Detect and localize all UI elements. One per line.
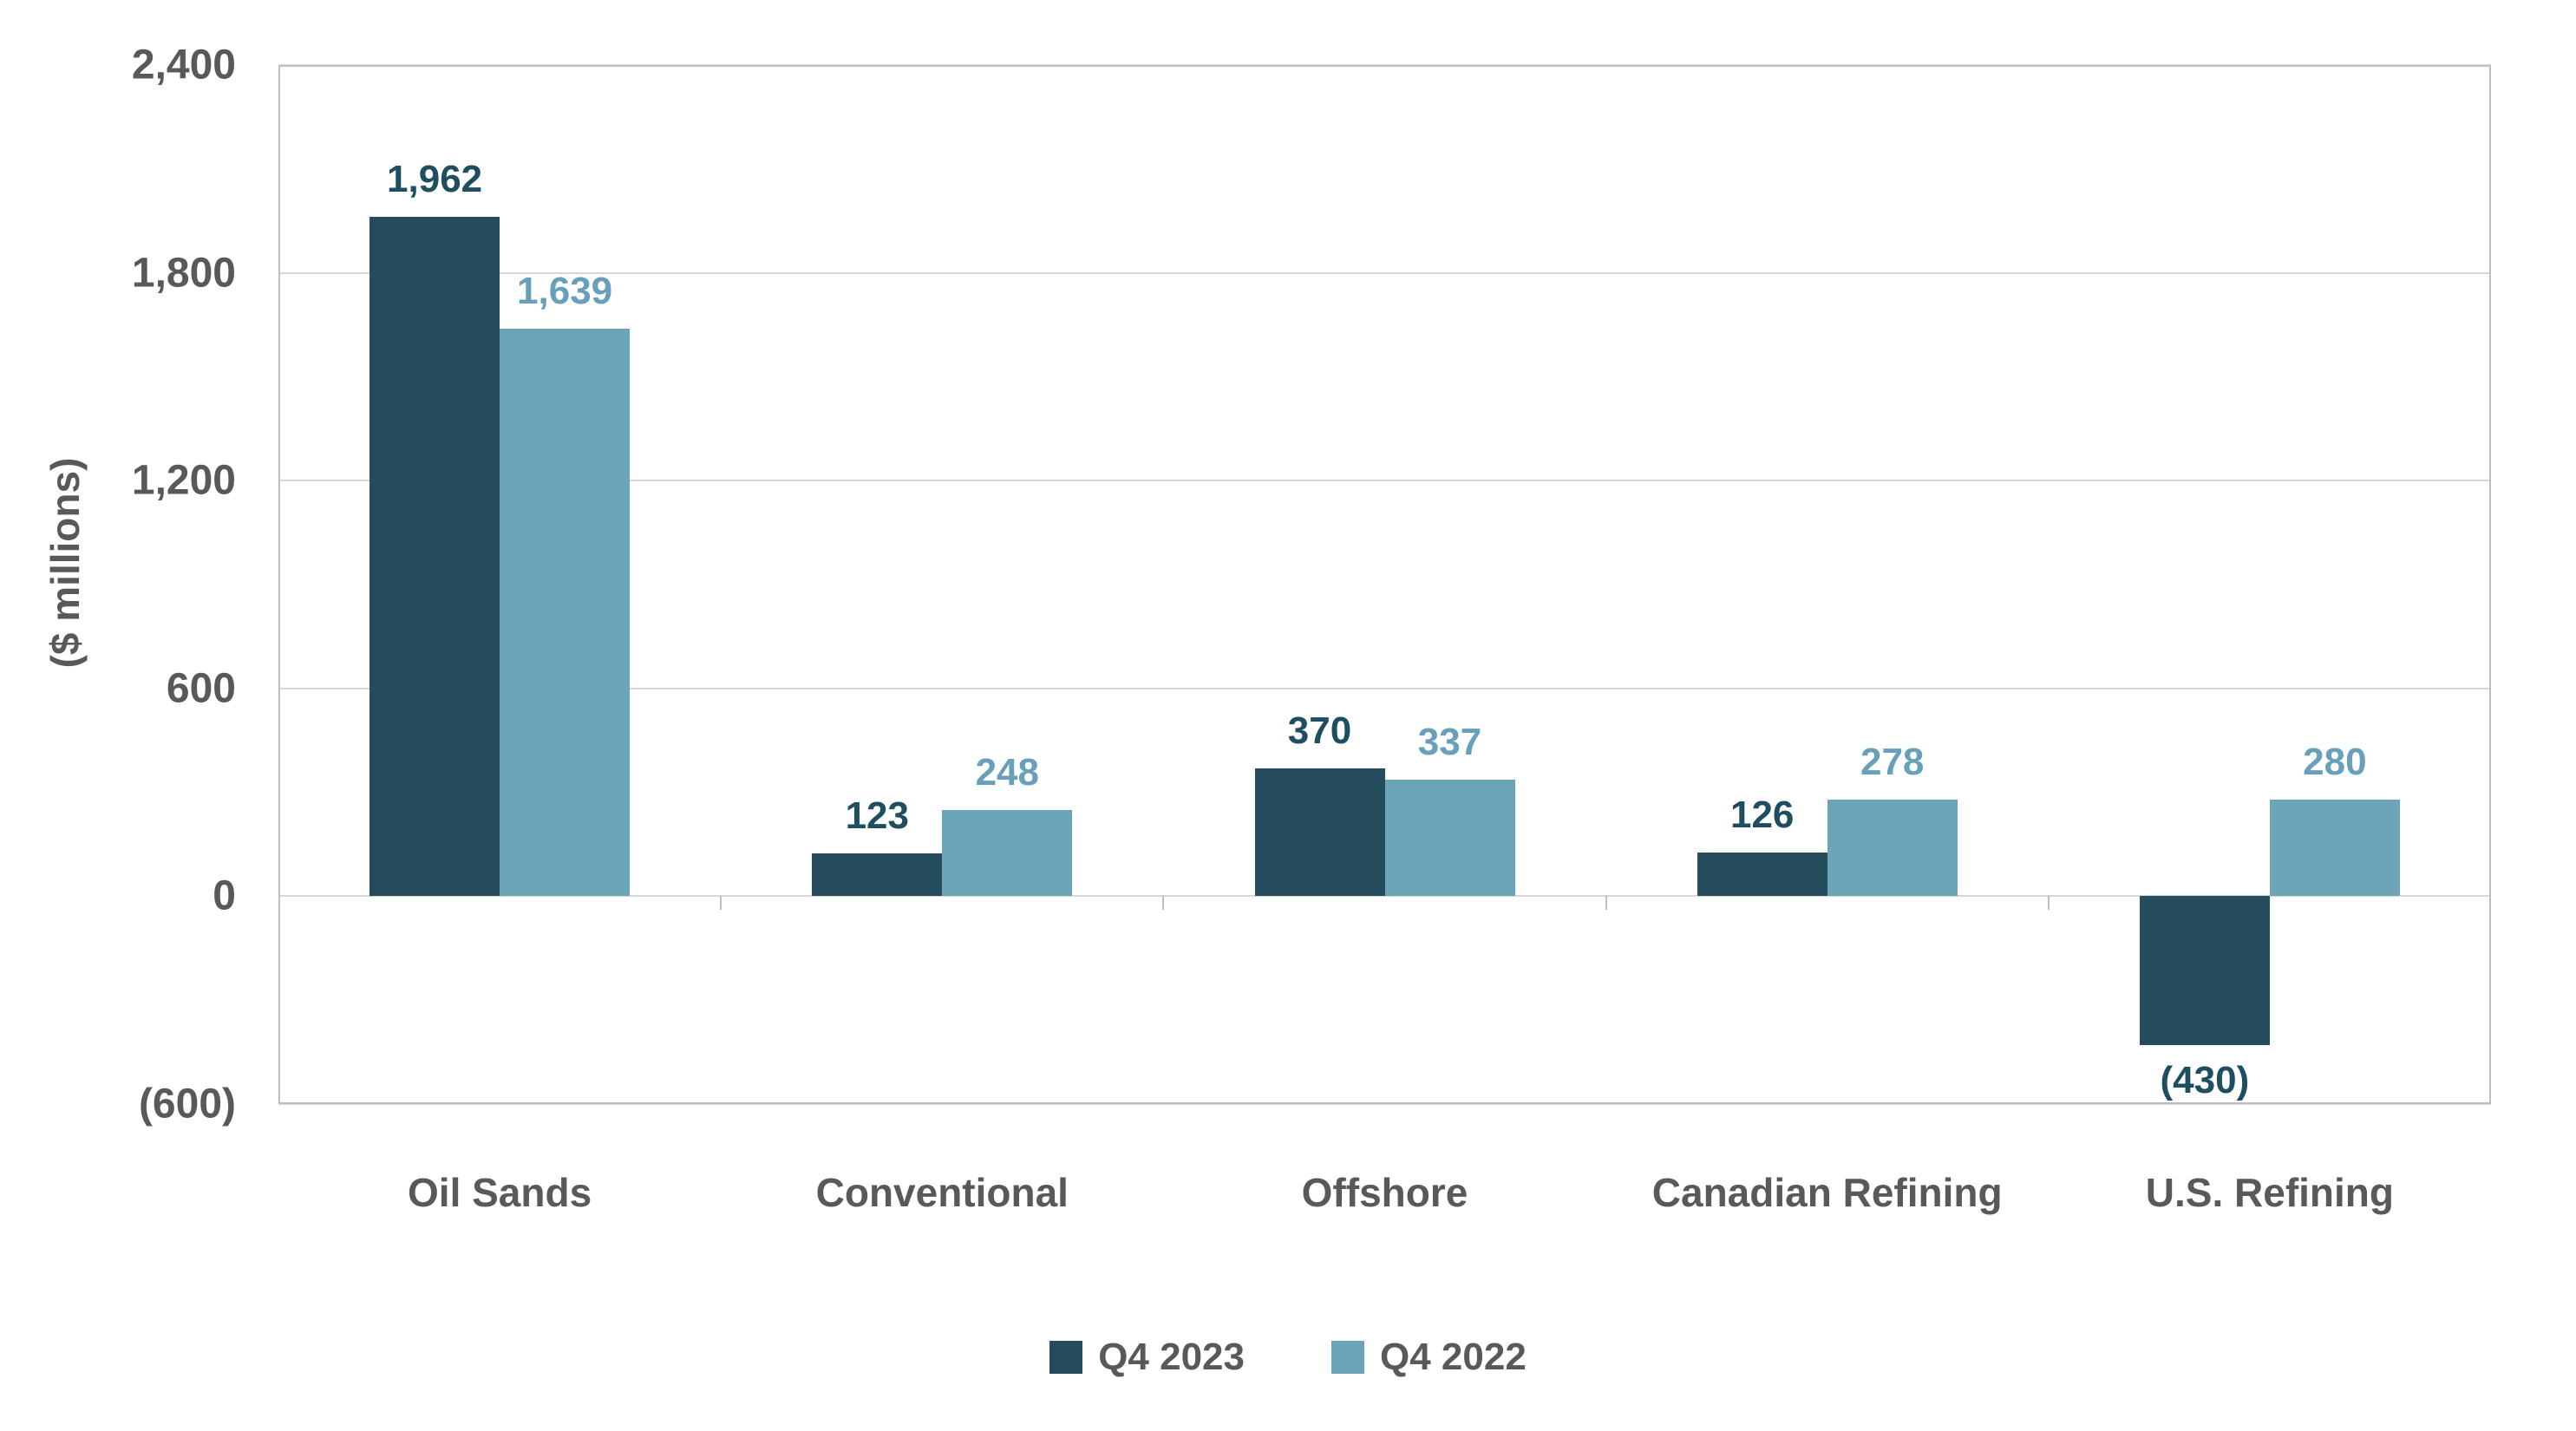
legend-label: Q4 2023 [1098, 1336, 1245, 1378]
bar-q4-2022-offshore [1384, 779, 1515, 897]
category-label-offshore: Offshore [1301, 1170, 1468, 1215]
category-axis-tick [720, 896, 722, 911]
legend: Q4 2023 Q4 2022 [0, 1336, 2576, 1379]
category-axis-tick [1162, 896, 1165, 911]
y-axis-tick-label: 0 [212, 872, 236, 919]
data-label-q4-2022-u-s-refining: 280 [2303, 740, 2367, 783]
y-axis-tick-label: 600 [166, 665, 236, 712]
gridline [278, 480, 2491, 482]
category-label-u-s-refining: U.S. Refining [2145, 1170, 2395, 1215]
gridline [278, 271, 2491, 274]
data-label-q4-2022-offshore: 337 [1417, 720, 1482, 763]
y-axis-tick-label: 1,200 [131, 457, 236, 504]
bar-q4-2023-canadian-refining [1697, 853, 1827, 897]
data-label-q4-2022-conventional: 248 [975, 751, 1040, 794]
legend-swatch-icon [1049, 1341, 1083, 1374]
data-label-q4-2022-oil-sands: 1,639 [517, 269, 613, 312]
category-label-canadian-refining: Canadian Refining [1651, 1170, 2003, 1215]
category-label-conventional: Conventional [815, 1170, 1069, 1215]
data-label-q4-2023-offshore: 370 [1287, 709, 1352, 752]
bar-q4-2022-conventional [942, 810, 1073, 897]
bar-q4-2022-canadian-refining [1827, 800, 1958, 897]
category-axis-tick [1605, 896, 1607, 911]
bar-q4-2023-offshore [1254, 768, 1385, 897]
bar-q4-2022-oil-sands [500, 328, 631, 897]
gridline [278, 895, 2491, 898]
gridline [278, 687, 2491, 689]
data-label-q4-2022-canadian-refining: 278 [1860, 741, 1925, 784]
legend-label: Q4 2022 [1380, 1336, 1527, 1378]
gridline [278, 1103, 2491, 1105]
y-axis-tick-label: 2,400 [131, 42, 236, 88]
bar-q4-2022-u-s-refining [2269, 799, 2400, 897]
bar-q4-2023-conventional [812, 853, 943, 897]
data-label-q4-2023-conventional: 123 [845, 794, 910, 838]
data-label-q4-2023-oil-sands: 1,962 [387, 157, 483, 200]
bar-q4-2023-u-s-refining [2139, 896, 2270, 1046]
y-axis-tick-label: (600) [138, 1081, 236, 1127]
data-label-q4-2023-canadian-refining: 126 [1729, 794, 1795, 837]
legend-item-q4-2023: Q4 2023 [1049, 1336, 1245, 1379]
category-axis-tick [2047, 896, 2050, 911]
legend-swatch-icon [1331, 1341, 1364, 1374]
plot-border [278, 65, 2491, 1104]
category-label-oil-sands: Oil Sands [408, 1170, 592, 1215]
y-axis-tick-label: 1,800 [131, 250, 236, 297]
data-label-q4-2023-u-s-refining: (430) [2160, 1059, 2250, 1102]
bar-q4-2023-oil-sands [369, 216, 500, 897]
legend-item-q4-2022: Q4 2022 [1331, 1336, 1527, 1379]
